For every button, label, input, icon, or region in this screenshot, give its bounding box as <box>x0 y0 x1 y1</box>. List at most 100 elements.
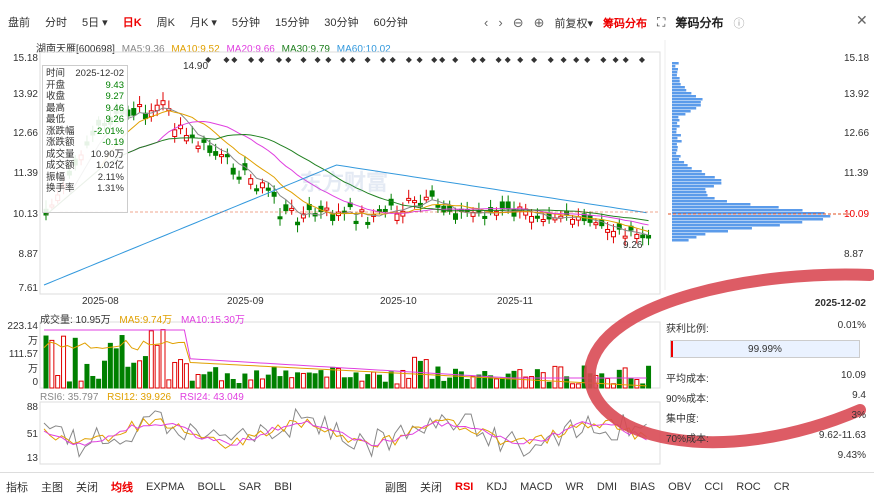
chip-bar <box>672 110 691 113</box>
volume-bar <box>66 381 72 389</box>
tab-intraday[interactable]: 分时 <box>45 17 67 29</box>
volume-axis-1: 111.57万 <box>8 349 38 375</box>
candle-body <box>534 215 540 219</box>
tooltip-value: -0.19 <box>102 137 124 148</box>
volume-bar <box>295 372 301 389</box>
zoom-out-icon[interactable]: ⊖ <box>512 14 524 30</box>
dmi-button[interactable]: DMI <box>596 480 618 493</box>
volume-bar <box>324 376 330 389</box>
signal-marker: ◆ <box>561 55 568 64</box>
volume-bar <box>470 375 476 389</box>
chevron-right-icon[interactable]: › <box>498 15 503 30</box>
bias-button[interactable]: BIAS <box>630 480 656 493</box>
dist-axis-1: 13.92 <box>844 89 870 100</box>
candle-body <box>207 145 213 153</box>
chip-info-panel: 2025-12-02 获利比例: 0.01% 99.99% 平均成本: 10.0… <box>664 290 874 470</box>
ma30-line <box>45 134 649 222</box>
cci-button[interactable]: CCI <box>704 480 724 493</box>
volume-bar <box>236 383 242 389</box>
price-axis-5: 8.87 <box>18 249 38 260</box>
date-label-3: 2025-11 <box>497 296 533 307</box>
candle-body <box>254 188 260 192</box>
signal-marker: ◆ <box>623 55 630 64</box>
volume-bar <box>283 370 289 389</box>
sar-button[interactable]: SAR <box>238 480 262 493</box>
max-price-label: 14.90 <box>183 61 209 72</box>
profit-ratio-fill <box>671 341 673 357</box>
tab-monthly-k[interactable]: 月K ▾ <box>190 14 217 30</box>
tab-weekly-k[interactable]: 周K <box>156 17 175 29</box>
bbi-button[interactable]: BBI <box>274 480 293 493</box>
rsi-axis-0: 88 <box>26 402 38 413</box>
chip-bar <box>672 218 824 221</box>
volume-bar <box>213 367 219 389</box>
fuquan-select[interactable]: 前复权▾ <box>555 15 594 31</box>
candle-body <box>435 204 441 208</box>
kdj-button[interactable]: KDJ <box>486 480 508 493</box>
fullscreen-icon[interactable]: ⛶ <box>657 15 666 29</box>
chip-date: 2025-12-02 <box>814 298 866 309</box>
tab-5min[interactable]: 5分钟 <box>231 17 261 29</box>
volume-bar <box>400 369 406 389</box>
tab-60min[interactable]: 60分钟 <box>373 17 408 29</box>
help-icon[interactable]: ⓘ <box>733 17 745 30</box>
chip-bar <box>672 236 697 239</box>
candle-body <box>172 129 178 137</box>
chevron-left-icon[interactable]: ‹ <box>484 15 489 30</box>
obv-button[interactable]: OBV <box>668 480 692 493</box>
tab-30min[interactable]: 30分钟 <box>324 17 359 29</box>
chip-bar <box>672 239 689 242</box>
candle-body <box>365 221 371 225</box>
date-label-0: 2025-08 <box>82 296 119 307</box>
volume-bar <box>318 370 324 389</box>
volume-bar <box>271 366 277 389</box>
chip-bar <box>672 146 678 149</box>
volume-bar <box>265 374 271 389</box>
kline-chart[interactable]: ◆ ◆ ◆ ◆ ◆ ◆ ◆ ◆ ◆ ◆ ◆ ◆ ◆ ◆ ◆ ◆ ◆ ◆ ◆ ◆ ◆ ◆ ◆ ◆ ◆ ◆ ◆ ◆ ◆ ◆ ◆ ◆ ◆ ◆ <box>0 0 874 472</box>
concentration90-row: 集中度: 3% <box>666 410 866 425</box>
signal-marker: ◆ <box>479 55 486 64</box>
rsi-pane-border <box>39 401 661 465</box>
signal-marker: ◆ <box>300 55 307 64</box>
zoom-in-icon[interactable]: ⊕ <box>533 14 545 30</box>
main-close-button[interactable]: 关闭 <box>76 481 98 494</box>
chip-bar <box>672 167 692 170</box>
volume-bar <box>160 329 166 389</box>
tab-premarket[interactable]: 盘前 <box>8 17 30 29</box>
tab-15min[interactable]: 15分钟 <box>275 17 310 29</box>
roc-button[interactable]: ROC <box>736 480 761 493</box>
close-icon[interactable]: ✕ <box>856 12 868 28</box>
chip-distribution-button[interactable]: 筹码分布 <box>603 17 648 30</box>
volume-bar <box>119 335 125 389</box>
tooltip-value: -2.01% <box>93 125 124 137</box>
ma20-value: MA20:9.66 <box>226 44 275 55</box>
volume-bar <box>300 372 306 389</box>
expma-button[interactable]: EXPMA <box>146 480 185 493</box>
ma-indicator-button[interactable]: 均线 <box>111 481 133 494</box>
signal-marker: ◆ <box>573 55 580 64</box>
signal-marker: ◆ <box>365 55 372 64</box>
volume-bar <box>277 376 283 389</box>
volume-bar <box>113 348 119 389</box>
volume-bar <box>289 377 295 389</box>
chip-bar <box>672 83 681 86</box>
wr-button[interactable]: WR <box>565 480 584 493</box>
volume-bar <box>242 373 248 389</box>
sub-close-button[interactable]: 关闭 <box>420 481 443 494</box>
signal-marker: ◆ <box>231 55 238 64</box>
tab-5day[interactable]: 5日 ▾ <box>82 14 108 30</box>
date-label-1: 2025-09 <box>227 296 264 307</box>
rsi-button[interactable]: RSI <box>455 480 474 493</box>
tab-daily-k[interactable]: 日K <box>122 17 142 29</box>
volume-bar <box>435 366 441 389</box>
volume-bar <box>599 373 605 389</box>
tooltip-key: 换手率 <box>46 183 75 194</box>
cr-button[interactable]: CR <box>773 480 790 493</box>
boll-button[interactable]: BOLL <box>197 480 226 493</box>
volume-bar <box>336 367 341 389</box>
macd-button[interactable]: MACD <box>520 480 553 493</box>
stock-name: 湖南天雁[600698] <box>36 44 115 55</box>
candle-body <box>160 100 166 106</box>
chip-bar <box>672 224 780 227</box>
chip-bar <box>672 137 678 140</box>
